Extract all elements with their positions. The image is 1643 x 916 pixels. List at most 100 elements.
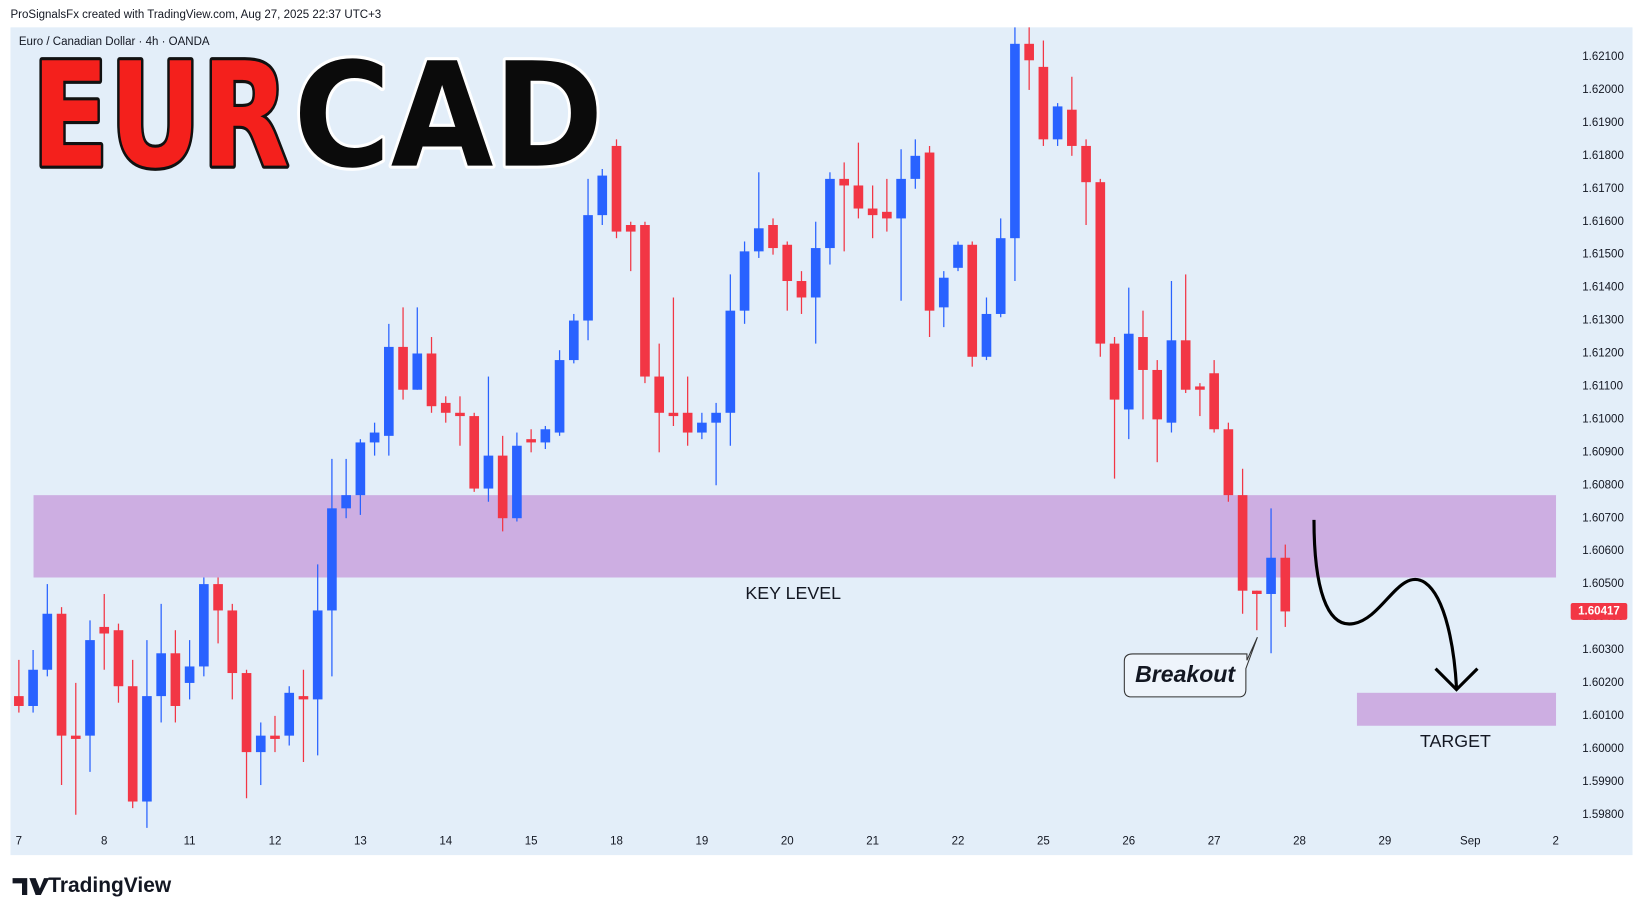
candle-body [199,584,209,667]
x-tick-label: 13 [354,836,367,848]
subtitle: Euro / Canadian Dollar · 4h · OANDA [19,36,210,48]
y-tick-label: 1.60200 [1582,677,1624,689]
y-tick-label: 1.61800 [1582,150,1624,162]
x-tick-label: 2 [1552,836,1558,848]
candle-body [483,455,494,489]
price-tag-label: 1.60417 [1578,605,1620,617]
candle-body [753,228,764,252]
candle-body [768,225,778,249]
candle-body [1252,590,1262,594]
x-tick-label: 14 [439,836,452,848]
candle-body [440,402,451,413]
x-tick-label: 29 [1378,836,1391,848]
candle-body [127,686,138,802]
y-tick-label: 1.59900 [1582,776,1624,788]
candle-body [640,225,650,377]
candle-body [697,422,707,433]
candle-body [739,251,750,311]
candle-body [1209,373,1219,430]
candle-body [28,669,38,706]
candle-body [611,145,622,232]
candle-body [938,277,949,308]
candle-body [1166,340,1177,423]
candle-body [227,610,238,674]
candle-body [554,360,565,433]
y-tick-label: 1.60600 [1582,545,1624,557]
candle-body [583,215,593,321]
candle-body [1095,182,1106,344]
candle-body [796,281,807,298]
candle-body [113,630,124,687]
y-tick-label: 1.61400 [1582,282,1624,294]
candle-body [384,346,394,436]
y-tick-label: 1.61900 [1582,117,1624,129]
candle-body [241,673,252,753]
candle-body [682,412,693,433]
y-tick-label: 1.60100 [1582,710,1624,722]
candle-body [142,696,152,802]
candle-body [1038,66,1049,140]
candle-body [412,353,423,390]
x-tick-label: 27 [1208,836,1221,848]
zones [33,495,1557,726]
candle-body [625,225,636,232]
candle-body [497,455,508,519]
y-tick-label: 1.60500 [1582,578,1624,590]
candle-body [99,626,110,634]
zone [33,495,1557,578]
x-tick-label: Sep [1460,836,1481,848]
candle-body [56,613,67,736]
candle-body [810,248,821,298]
brand-logo [12,878,50,895]
arrow-head [1434,667,1479,692]
candle-body [369,432,380,443]
candle-body [839,178,849,186]
x-tick-label: 12 [269,836,282,848]
candle-body [42,613,53,670]
x-tick-label: 7 [16,836,22,848]
candle-body [1152,369,1163,420]
y-tick-label: 1.60000 [1582,743,1624,755]
title-right: CAD [293,33,603,201]
candle-body [924,152,935,311]
candle-body [782,244,793,282]
brand: TradingView [48,874,172,897]
candle-body [654,376,665,413]
x-tick-label: 19 [695,836,708,848]
candle-body [981,313,992,357]
candle-body [455,412,465,417]
candle-body [597,175,608,216]
x-tick-label: 18 [610,836,623,848]
candle-body [1024,43,1034,61]
x-tick-label: 15 [525,836,538,848]
candle-body [540,429,551,443]
y-tick-label: 1.60900 [1582,446,1624,458]
callout-text: Breakout [1135,661,1236,687]
x-tick-label: 21 [866,836,879,848]
candle-body [967,244,978,357]
candle-body [312,610,323,700]
candle-body [1123,333,1134,410]
y-tick-label: 1.60300 [1582,644,1624,656]
candle-body [568,320,579,361]
projection-arrow [1312,519,1459,688]
candle-body [355,442,366,496]
x-tick-label: 22 [952,836,965,848]
candle-body [1052,106,1063,140]
candle-body [853,185,864,209]
candle-body [1138,337,1148,370]
x-tick-label: 25 [1037,836,1050,848]
candle-body [512,445,522,519]
candle-body [170,653,181,706]
candle-body [1180,340,1191,390]
candle-body [896,178,906,219]
y-tick-label: 1.61000 [1582,413,1624,425]
callout [1123,636,1258,698]
candle-body [867,208,878,216]
candle-body [426,353,437,407]
candle-body [1237,495,1248,591]
zone [1356,692,1557,726]
x-tick-label: 20 [781,836,794,848]
